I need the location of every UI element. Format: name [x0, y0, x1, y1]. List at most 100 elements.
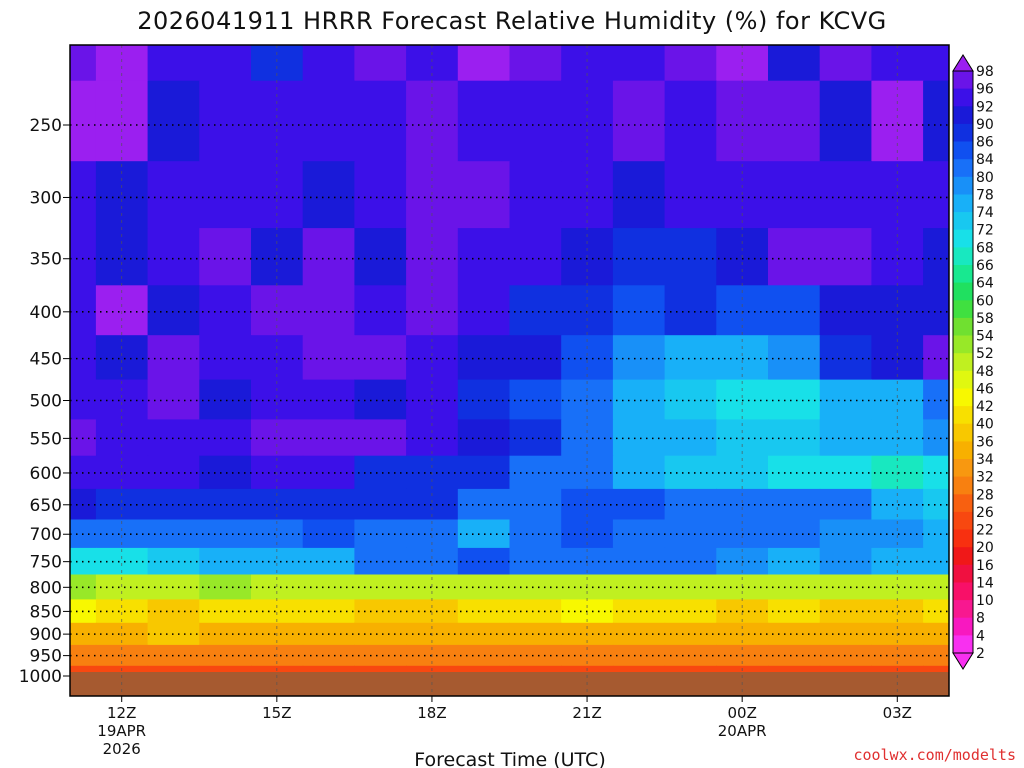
rh-cell [199, 285, 252, 336]
rh-cell [302, 285, 355, 336]
rh-cell [819, 488, 872, 521]
rh-cell [147, 285, 200, 336]
rh-cell [768, 80, 821, 162]
rh-cell [406, 80, 459, 162]
rh-cell [199, 45, 252, 82]
rh-cell [819, 547, 872, 575]
rh-cell [923, 335, 949, 381]
rh-cell [147, 644, 200, 667]
rh-heatmap-cells [70, 45, 949, 696]
rh-cell [509, 488, 562, 521]
x-tick-label: 03Z [883, 704, 912, 722]
rh-cell [147, 80, 200, 162]
rh-cell [199, 574, 252, 600]
rh-cell [302, 80, 355, 162]
rh-cell [509, 80, 562, 162]
rh-cell [354, 228, 407, 286]
rh-cell [612, 622, 666, 646]
colorbar-label: 14 [976, 575, 994, 591]
rh-cell [251, 379, 304, 421]
x-axis-label: Forecast Time (UTC) [414, 749, 605, 768]
rh-cell [612, 228, 666, 286]
rh-cell [664, 379, 717, 421]
y-tick-label: 850 [30, 602, 62, 622]
rh-cell [768, 519, 821, 549]
rh-cell [457, 228, 511, 286]
credit-text: coolwx.com/modelts [853, 746, 1016, 764]
colorbar-arrow-bottom [952, 652, 974, 670]
rh-cell [199, 379, 252, 421]
colorbar-label: 42 [976, 399, 994, 415]
y-tick-label: 650 [30, 496, 62, 516]
rh-cell [354, 419, 407, 457]
colorbar-label: 34 [976, 452, 994, 468]
colorbar-swatch [953, 317, 973, 336]
colorbar-label: 54 [976, 329, 994, 345]
rh-cell [664, 574, 717, 600]
y-tick-label: 950 [30, 647, 62, 667]
rh-cell [664, 488, 717, 521]
rh-cell [819, 419, 872, 457]
colorbar-label: 20 [976, 540, 994, 556]
x-tick-date: 20APR [718, 722, 767, 740]
colorbar-label: 58 [976, 311, 994, 327]
rh-cell [664, 285, 717, 336]
rh-cell [199, 547, 252, 575]
x-tick-date: 19APR [97, 722, 146, 740]
rh-cell [509, 599, 562, 624]
rh-cell [302, 45, 355, 82]
rh-cell [664, 45, 717, 82]
rh-cell [612, 335, 666, 381]
rh-cell [923, 488, 949, 521]
colorbar-swatch [953, 441, 973, 460]
rh-cell [664, 547, 717, 575]
y-tick-label: 1000 [19, 667, 62, 687]
rh-cell [768, 335, 821, 381]
rh-cell [509, 161, 562, 229]
rh-cell [923, 80, 949, 162]
colorbar-swatch [953, 300, 973, 319]
rh-cell [509, 228, 562, 286]
y-tick-label: 700 [30, 525, 62, 545]
colorbar-label: 22 [976, 523, 994, 539]
rh-cell [509, 644, 562, 667]
rh-cell [819, 80, 872, 162]
rh-cell [612, 455, 666, 490]
rh-cell [509, 379, 562, 421]
rh-cell [768, 622, 821, 646]
rh-cell [457, 45, 511, 82]
rh-cell [509, 419, 562, 457]
colorbar-frame [952, 70, 974, 654]
rh-cell [768, 644, 821, 667]
colorbar-label: 28 [976, 487, 994, 503]
rh-cell [819, 379, 872, 421]
rh-cell [199, 488, 252, 521]
rh-cell [147, 622, 200, 646]
rh-cell [923, 622, 949, 646]
colorbar-swatch [953, 229, 973, 248]
y-tick-label: 800 [30, 578, 62, 598]
rh-cell [354, 547, 407, 575]
rh-cell [716, 80, 769, 162]
rh-cell [768, 419, 821, 457]
colorbar-swatch [953, 600, 973, 619]
rh-cell [612, 161, 666, 229]
x-tick-label: 18Z [417, 704, 446, 722]
rh-cell [612, 574, 666, 600]
ground-below-surface [70, 672, 949, 696]
rh-cell [199, 419, 252, 457]
colorbar-label: 16 [976, 558, 994, 574]
colorbar-label: 32 [976, 470, 994, 486]
rh-cell [923, 419, 949, 457]
colorbar-label: 78 [976, 187, 994, 203]
rh-cell [199, 599, 252, 624]
rh-cell [70, 80, 97, 162]
rh-cell [509, 45, 562, 82]
colorbar-swatch [953, 123, 973, 142]
rh-cell [199, 622, 252, 646]
rh-cell [561, 335, 614, 381]
rh-cell [147, 161, 200, 229]
rh-cell [664, 644, 717, 667]
colorbar-label: 4 [976, 628, 985, 644]
colorbar-label: 86 [976, 135, 994, 151]
